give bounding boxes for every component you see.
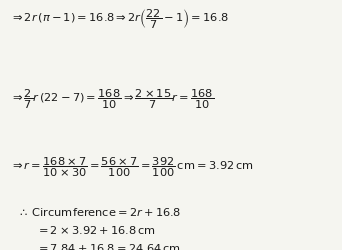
Text: $= 7.84 + 16.8 = 24.64\,\mathrm{cm}$: $= 7.84 + 16.8 = 24.64\,\mathrm{cm}$	[36, 242, 181, 250]
Text: $\Rightarrow r = \dfrac{168\times 7}{10\times 30} = \dfrac{56\times 7}{100} = \d: $\Rightarrow r = \dfrac{168\times 7}{10\…	[10, 155, 254, 178]
Text: $= 2\times 3.92 + 16.8\,\mathrm{cm}$: $= 2\times 3.92 + 16.8\,\mathrm{cm}$	[36, 224, 155, 236]
Text: $\Rightarrow 2r\,(\pi - 1) = 16.8 \Rightarrow 2r\left(\dfrac{22}{7}-1\right) = 1: $\Rightarrow 2r\,(\pi - 1) = 16.8 \Right…	[10, 8, 229, 31]
Text: $\Rightarrow \dfrac{2}{7}r\,(22-7) = \dfrac{168}{10} \Rightarrow \dfrac{2\times : $\Rightarrow \dfrac{2}{7}r\,(22-7) = \df…	[10, 88, 214, 111]
Text: $\therefore\;\mathrm{Circumference} = 2r + 16.8$: $\therefore\;\mathrm{Circumference} = 2r…	[17, 206, 182, 218]
